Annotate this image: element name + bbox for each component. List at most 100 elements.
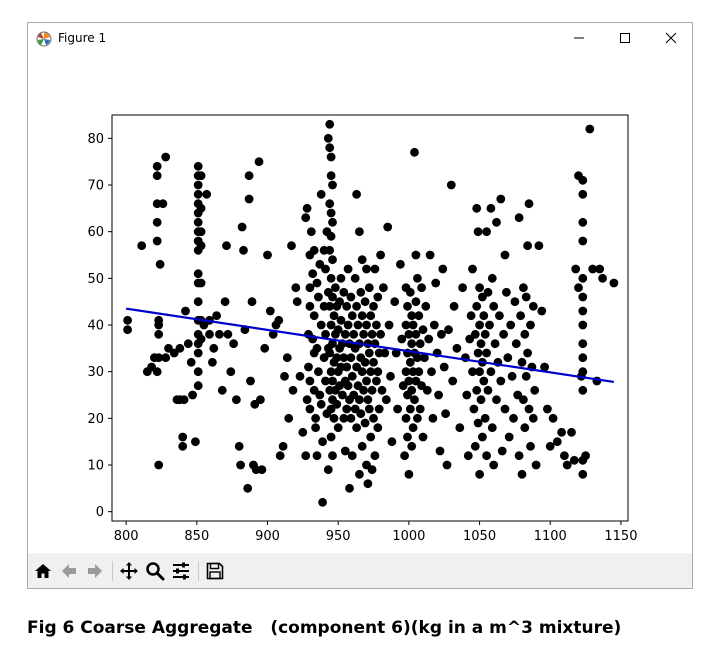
data-point	[321, 264, 330, 274]
data-point	[403, 301, 412, 311]
home-button[interactable]	[32, 560, 54, 582]
data-point	[435, 446, 445, 456]
data-point	[405, 287, 415, 297]
data-point	[321, 329, 330, 339]
data-point	[360, 297, 370, 307]
plot-frame	[111, 114, 629, 522]
data-point	[362, 264, 371, 274]
data-point	[514, 213, 524, 223]
data-point	[306, 227, 316, 237]
data-point	[417, 283, 426, 293]
data-point	[482, 451, 491, 461]
data-point	[418, 432, 428, 442]
data-point	[438, 264, 448, 274]
data-point	[531, 460, 541, 470]
sliders-icon	[173, 562, 189, 580]
data-point	[400, 451, 409, 461]
data-point	[495, 311, 504, 321]
data-point	[415, 404, 425, 414]
data-point	[372, 376, 381, 386]
data-point	[280, 371, 289, 381]
data-point	[302, 395, 312, 405]
data-point	[473, 348, 483, 358]
data-point	[578, 189, 588, 199]
y-tick-label: 80	[87, 132, 104, 147]
data-point	[347, 371, 357, 381]
data-point	[428, 413, 438, 423]
data-point	[346, 413, 356, 423]
data-point	[315, 390, 325, 400]
back-button[interactable]	[58, 560, 80, 582]
data-point	[325, 119, 335, 129]
data-point	[229, 339, 239, 349]
data-point	[326, 152, 336, 162]
data-point	[305, 283, 315, 293]
data-point	[530, 385, 540, 395]
x-tick-label: 1000	[392, 529, 425, 544]
data-point	[446, 180, 456, 190]
data-point	[384, 320, 394, 330]
data-point	[391, 348, 401, 358]
home-icon	[35, 564, 51, 578]
figure-canvas[interactable]: 800 850 900 950 1000 1050 1100 1150 0 10 20 30 40 50 6…	[28, 53, 692, 553]
data-point	[340, 446, 350, 456]
data-point	[305, 301, 315, 311]
data-point	[305, 404, 315, 414]
data-point	[552, 437, 562, 447]
data-point	[510, 297, 520, 307]
data-point	[326, 171, 336, 181]
data-point	[578, 385, 588, 395]
data-point	[373, 292, 383, 302]
save-button[interactable]	[204, 560, 226, 582]
zoom-button[interactable]	[144, 560, 166, 582]
data-point	[328, 376, 337, 386]
data-point	[578, 292, 588, 302]
data-point	[278, 441, 288, 451]
data-point	[154, 320, 164, 330]
data-point	[345, 483, 354, 493]
regression-line	[125, 307, 615, 384]
data-point	[578, 469, 588, 479]
data-point	[364, 348, 374, 358]
data-point	[370, 264, 380, 274]
close-button[interactable]	[648, 23, 694, 53]
data-point	[562, 460, 572, 470]
data-point	[437, 329, 446, 339]
maximize-button[interactable]	[602, 23, 648, 53]
data-point	[431, 278, 441, 288]
forward-button[interactable]	[84, 560, 106, 582]
data-point	[308, 269, 318, 279]
data-point	[265, 306, 275, 316]
data-point	[588, 264, 598, 274]
data-point	[387, 437, 397, 447]
window-title: Figure 1	[58, 31, 107, 45]
data-point	[123, 325, 132, 335]
data-point	[479, 376, 489, 386]
pan-button[interactable]	[118, 560, 140, 582]
data-point	[321, 376, 330, 386]
data-point	[422, 385, 432, 395]
data-point	[482, 348, 491, 358]
title-bar[interactable]: Figure 1	[28, 23, 692, 53]
data-point	[425, 250, 435, 260]
data-point	[404, 469, 414, 479]
data-point	[526, 320, 535, 330]
data-point	[343, 381, 353, 391]
data-point	[326, 208, 336, 218]
data-point	[578, 306, 588, 316]
data-point	[472, 203, 482, 213]
data-point	[244, 171, 254, 181]
configure-subplots-button[interactable]	[170, 560, 192, 582]
data-point	[476, 339, 486, 349]
data-point	[360, 418, 370, 428]
minimize-button[interactable]	[556, 23, 602, 53]
data-point	[316, 189, 326, 199]
data-point	[323, 465, 333, 475]
data-point	[444, 325, 453, 335]
data-point	[482, 227, 491, 237]
data-point	[370, 451, 380, 461]
data-point	[363, 395, 373, 405]
data-point	[350, 273, 360, 283]
data-point	[336, 315, 346, 325]
data-point	[353, 320, 363, 330]
